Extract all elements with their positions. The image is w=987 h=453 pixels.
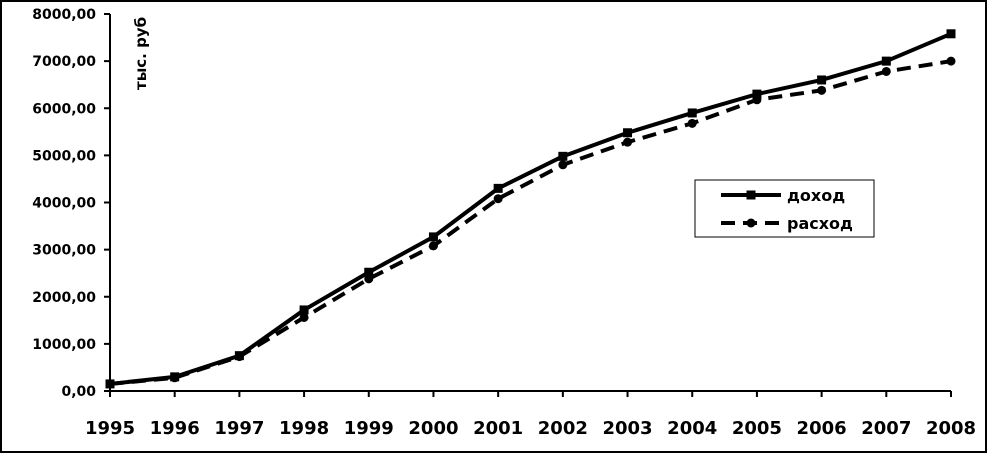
data-point (105, 379, 115, 389)
series-2 (105, 56, 956, 389)
data-point (687, 108, 697, 118)
x-tick-label: 2002 (538, 418, 588, 439)
data-point (234, 352, 244, 362)
data-point (752, 95, 762, 105)
data-point (946, 56, 956, 66)
x-tick-label: 2006 (797, 418, 847, 439)
x-tick-label: 1995 (85, 418, 135, 439)
data-point (558, 160, 568, 170)
y-tick-label: 4000,00 (32, 196, 96, 212)
data-point (299, 305, 309, 315)
data-point (493, 183, 503, 193)
y-tick-label: 1000,00 (32, 337, 96, 353)
y-axis-label: тыс. руб (132, 17, 150, 90)
data-point (752, 89, 762, 99)
legend: доход расход (694, 179, 875, 238)
x-tick-label: 2003 (602, 418, 652, 439)
data-point (881, 56, 891, 66)
y-tick-label: 8000,00 (32, 7, 96, 23)
data-point (364, 274, 374, 284)
x-tick-label: 1996 (150, 418, 200, 439)
data-point (299, 312, 309, 322)
legend-marker (746, 218, 756, 228)
x-tick-label: 1998 (279, 418, 329, 439)
data-point (687, 118, 697, 128)
x-tick-label: 2007 (861, 418, 911, 439)
data-point (623, 128, 633, 138)
x-tick-label: 1999 (344, 418, 394, 439)
series-line (109, 59, 952, 386)
y-tick-label: 2000,00 (32, 290, 96, 306)
y-axis: 0,00 1000,00 2000,00 3000,00 4000,00 5000,00 6… (32, 7, 111, 400)
legend-label: расход (787, 214, 853, 233)
y-tick-label: 5000,00 (32, 148, 96, 164)
data-point (493, 194, 503, 204)
data-point (428, 232, 438, 242)
data-point (881, 66, 891, 76)
y-tick-label: 6000,00 (32, 101, 96, 117)
x-axis: 1995 1996 1997 1998 1999 2000 2001 2002 2003 2004… (85, 390, 976, 439)
x-tick-label: 2000 (408, 418, 458, 439)
x-tick-label: 2008 (926, 418, 976, 439)
y-tick-label: 7000,00 (32, 54, 96, 70)
x-tick-label: 2001 (473, 418, 523, 439)
x-tick-label: 1997 (214, 418, 264, 439)
data-point (817, 85, 827, 95)
y-tick-label: 0,00 (61, 384, 96, 400)
data-point (364, 267, 374, 277)
legend-marker (746, 190, 756, 200)
series-line (109, 31, 952, 386)
data-point (946, 29, 956, 39)
series-layer (105, 29, 956, 389)
data-point (558, 151, 568, 161)
data-point (170, 373, 180, 383)
data-point (428, 241, 438, 251)
y-tick-label: 3000,00 (32, 243, 96, 259)
legend-label: доход (787, 186, 845, 205)
data-point (817, 75, 827, 85)
x-tick-label: 2005 (732, 418, 782, 439)
data-point (623, 137, 633, 147)
x-tick-label: 2004 (667, 418, 717, 439)
legend-box (694, 179, 875, 238)
